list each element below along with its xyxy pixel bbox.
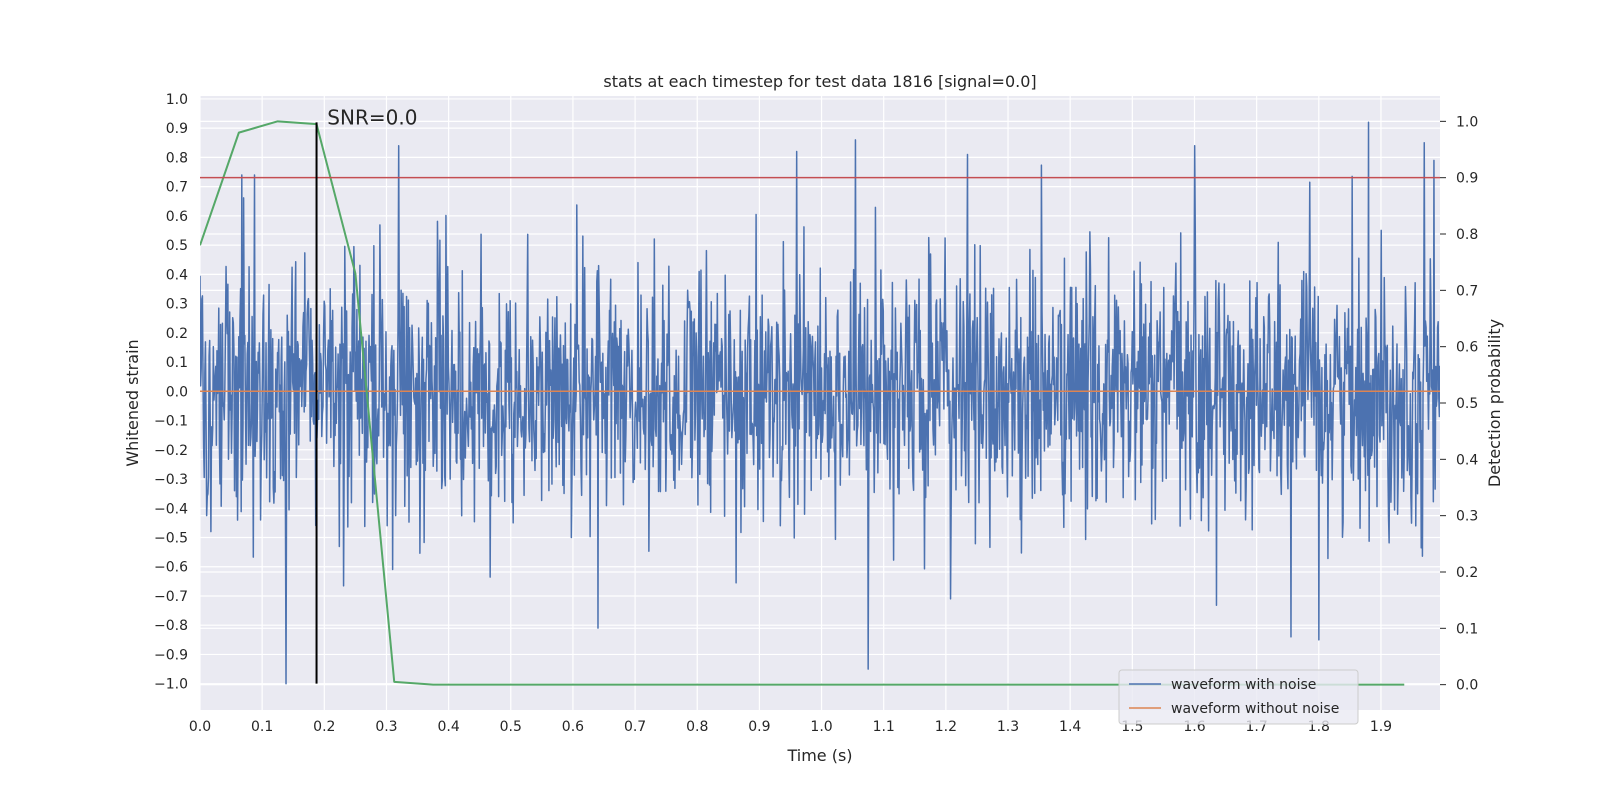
y-tick-label: 0.1: [166, 355, 188, 371]
y2-axis-ticks: 0.0 0.1 0.2 0.3 0.4 0.5 0.6 0.7 0.8 0.9 1.0: [1440, 114, 1478, 694]
x-tick-label: 1.0: [810, 719, 832, 735]
snr-annotation: SNR=0.0: [327, 105, 417, 129]
y2-tick-label: 0.6: [1456, 340, 1478, 356]
x-tick-label: 1.4: [1059, 719, 1081, 735]
y2-tick-label: 0.4: [1456, 452, 1478, 468]
y-tick-label: −0.6: [154, 560, 188, 576]
y-axis-label: Whitened strain: [123, 339, 142, 466]
y-tick-label: −0.7: [154, 589, 188, 605]
y-tick-label: −0.4: [154, 501, 188, 517]
x-tick-label: 1.3: [997, 719, 1019, 735]
x-tick-label: 0.9: [748, 719, 770, 735]
x-tick-label: 1.9: [1370, 719, 1392, 735]
y-axis-ticks: −1.0 −0.9 −0.8 −0.7 −0.6 −0.5 −0.4 −0.3 −0.2 −0.1…: [154, 92, 188, 693]
x-axis-label: Time (s): [786, 746, 852, 765]
y-tick-label: 0.6: [166, 209, 188, 225]
y2-tick-label: 0.2: [1456, 565, 1478, 581]
y-tick-label: −1.0: [154, 677, 188, 693]
legend: waveform with noise waveform without noi…: [1118, 669, 1359, 725]
x-tick-label: 0.0: [189, 719, 211, 735]
y-tick-label: −0.1: [154, 414, 188, 430]
y-tick-label: 0.3: [166, 297, 188, 313]
y-tick-label: 1.0: [166, 92, 188, 108]
y-tick-label: 0.0: [166, 384, 188, 400]
x-tick-label: 0.8: [686, 719, 708, 735]
y-tick-label: 0.7: [166, 180, 188, 196]
y-tick-label: 0.2: [166, 326, 188, 342]
x-tick-label: 0.5: [500, 719, 522, 735]
y-tick-label: −0.9: [154, 647, 188, 663]
legend-label-noise: waveform with noise: [1171, 677, 1316, 693]
x-tick-label: 0.2: [313, 719, 335, 735]
x-tick-label: 0.1: [251, 719, 273, 735]
y-tick-label: 0.4: [166, 267, 188, 283]
y-tick-label: 0.9: [166, 121, 188, 137]
y2-tick-label: 0.3: [1456, 509, 1478, 525]
y2-tick-label: 0.7: [1456, 283, 1478, 299]
y-tick-label: −0.5: [154, 530, 188, 546]
x-tick-label: 0.4: [437, 719, 459, 735]
y-tick-label: −0.8: [154, 618, 188, 634]
y2-tick-label: 0.9: [1456, 171, 1478, 187]
x-tick-label: 0.7: [624, 719, 646, 735]
series-line-detection-probability: [200, 120, 1405, 686]
y2-tick-label: 0.1: [1456, 621, 1478, 637]
y-tick-label: −0.3: [154, 472, 188, 488]
y-tick-label: 0.8: [166, 150, 188, 166]
y2-tick-label: 0.8: [1456, 227, 1478, 243]
x-tick-label: 0.3: [375, 719, 397, 735]
x-tick-label: 0.6: [562, 719, 584, 735]
y2-tick-label: 1.0: [1456, 114, 1478, 130]
legend-box: [1118, 669, 1359, 725]
plot-area: [200, 120, 1440, 686]
y2-tick-label: 0.5: [1456, 396, 1478, 412]
y2-tick-label: 0.0: [1456, 678, 1478, 694]
x-tick-label: 1.2: [935, 719, 957, 735]
y-tick-label: −0.2: [154, 443, 188, 459]
series-line-waveform-with-noise: [200, 121, 1440, 685]
y-tick-label: 0.5: [166, 238, 188, 254]
chart-title: stats at each timestep for test data 181…: [603, 72, 1036, 91]
x-tick-label: 1.1: [873, 719, 895, 735]
y2-axis-label: Detection probability: [1485, 319, 1504, 487]
legend-label-clean: waveform without noise: [1171, 701, 1339, 717]
